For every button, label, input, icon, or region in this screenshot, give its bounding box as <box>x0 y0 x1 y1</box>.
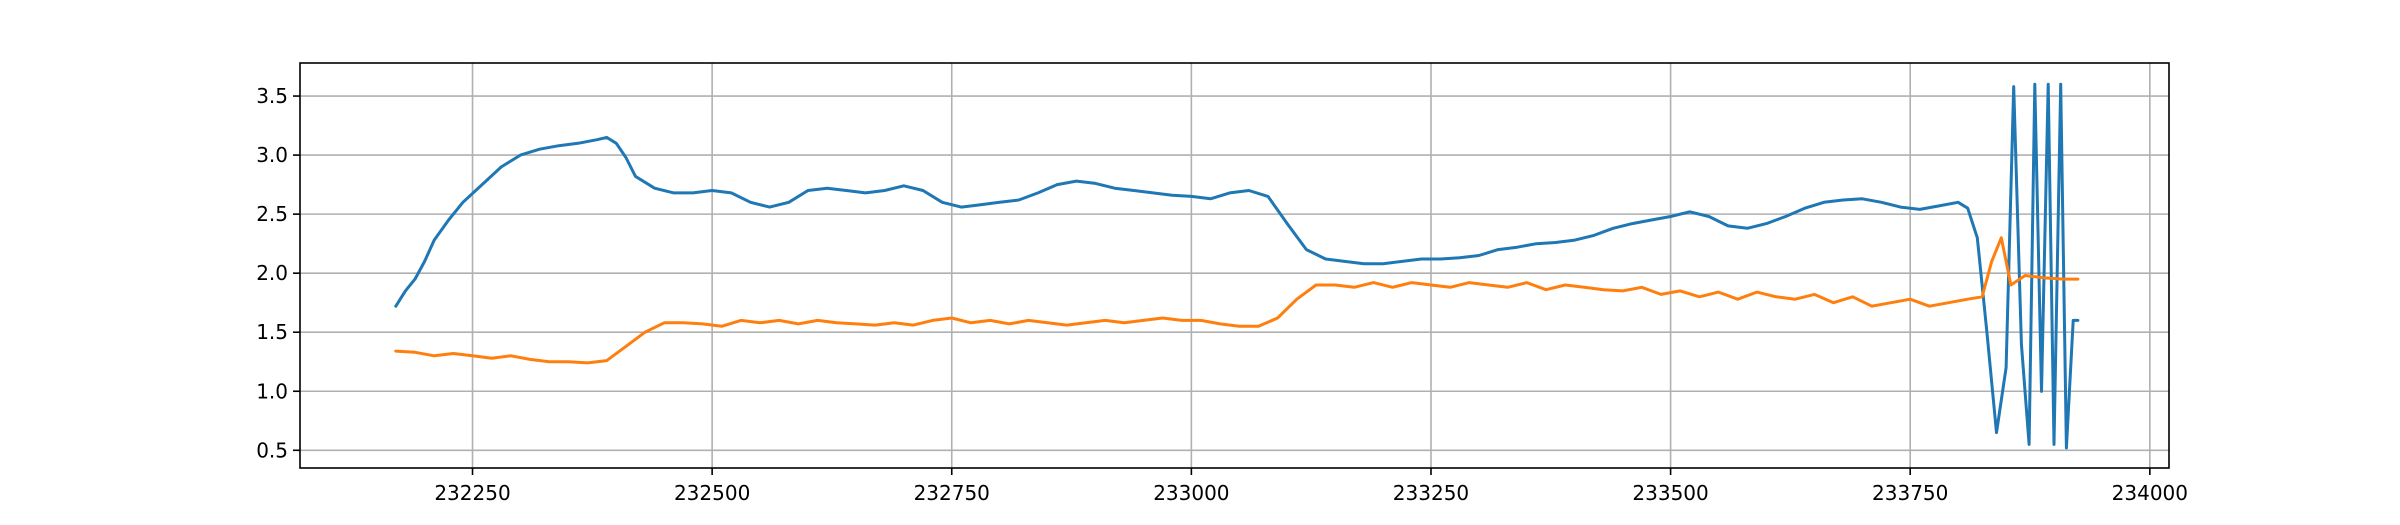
x-tick-label: 232750 <box>914 481 990 505</box>
x-tick-label: 233250 <box>1393 481 1469 505</box>
x-tick-label: 232500 <box>674 481 750 505</box>
y-tick-label: 3.0 <box>256 143 288 167</box>
x-tick-label: 234000 <box>2112 481 2188 505</box>
y-tick-label: 1.0 <box>256 379 288 403</box>
series-layer <box>394 82 2080 450</box>
x-tick-label: 233750 <box>1872 481 1948 505</box>
y-tick-label: 0.5 <box>256 438 288 462</box>
y-tick-label: 1.5 <box>256 320 288 344</box>
y-axis-ticks: 0.5 1.0 1.5 2.0 2.5 3.0 3.5 <box>256 84 300 462</box>
series-line-2 <box>394 236 2080 365</box>
plot-frame <box>299 62 2170 469</box>
y-grid-lines <box>300 95 2169 452</box>
series-line-1 <box>394 82 2080 450</box>
x-axis-ticks: 232250 232500 232750 233000 233250 233500 2337… <box>434 468 2188 505</box>
x-tick-label: 233500 <box>1632 481 1708 505</box>
x-tick-label: 233000 <box>1153 481 1229 505</box>
y-tick-label: 2.5 <box>256 202 288 226</box>
x-tick-label: 232250 <box>434 481 510 505</box>
y-tick-label: 3.5 <box>256 84 288 108</box>
y-tick-label: 2.0 <box>256 261 288 285</box>
x-grid-lines <box>471 63 2151 468</box>
